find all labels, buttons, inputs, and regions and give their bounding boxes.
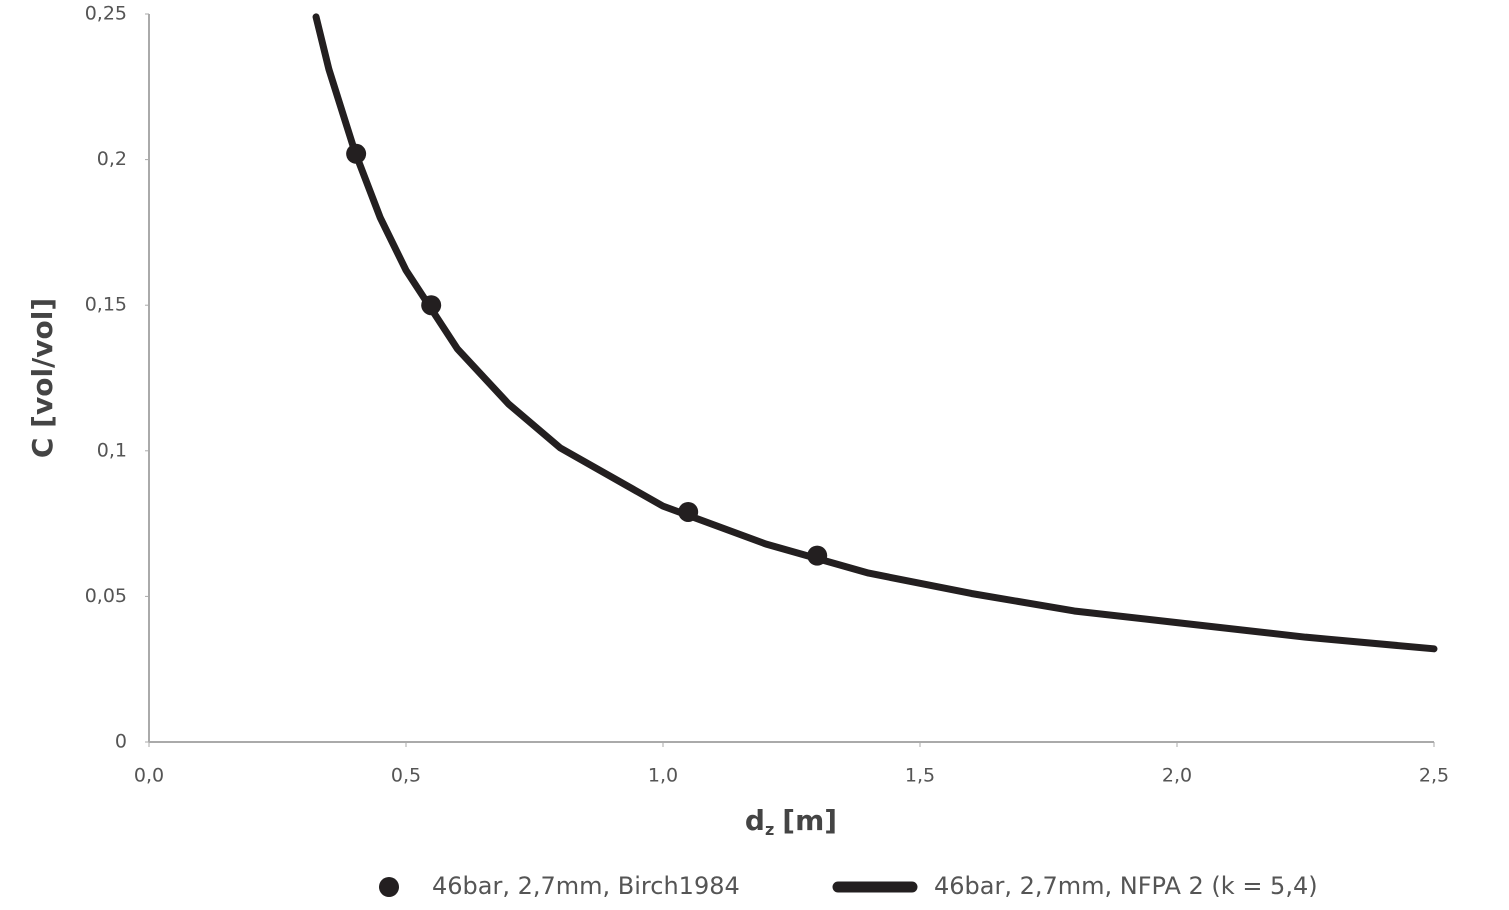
y-tick-label: 0,05	[85, 585, 127, 607]
y-tick-label: 0,15	[85, 294, 127, 316]
legend-swatch	[379, 877, 399, 897]
x-tick-label: 0,0	[134, 765, 164, 787]
x-tick-label: 1,0	[648, 765, 678, 787]
x-axis-title-main: d	[745, 804, 765, 837]
y-tick-label: 0,2	[97, 148, 127, 170]
data-point	[346, 143, 367, 164]
legend-text: 46bar, 2,7mm, NFPA 2 (k = 5,4)	[934, 872, 1318, 900]
data-line	[312, 13, 1438, 653]
x-axis-title-unit: [m]	[782, 804, 837, 837]
data-point	[807, 545, 828, 566]
y-tick-label: 0,25	[85, 3, 127, 25]
x-tick-label: 2,0	[1162, 765, 1192, 787]
y-tick-label: 0	[115, 731, 127, 753]
data-point	[421, 295, 442, 316]
data-point	[678, 501, 699, 522]
x-tick-label: 0,5	[391, 765, 421, 787]
y-axis-title: C [vol/vol]	[26, 298, 59, 458]
x-tick-label: 1,5	[905, 765, 935, 787]
x-axis-title: dz [m]	[745, 804, 837, 839]
y-tick-label: 0,1	[97, 439, 127, 461]
legend-text: 46bar, 2,7mm, Birch1984	[432, 872, 740, 900]
x-axis-title-subscript: z	[765, 820, 774, 839]
x-tick-label: 2,5	[1419, 765, 1449, 787]
